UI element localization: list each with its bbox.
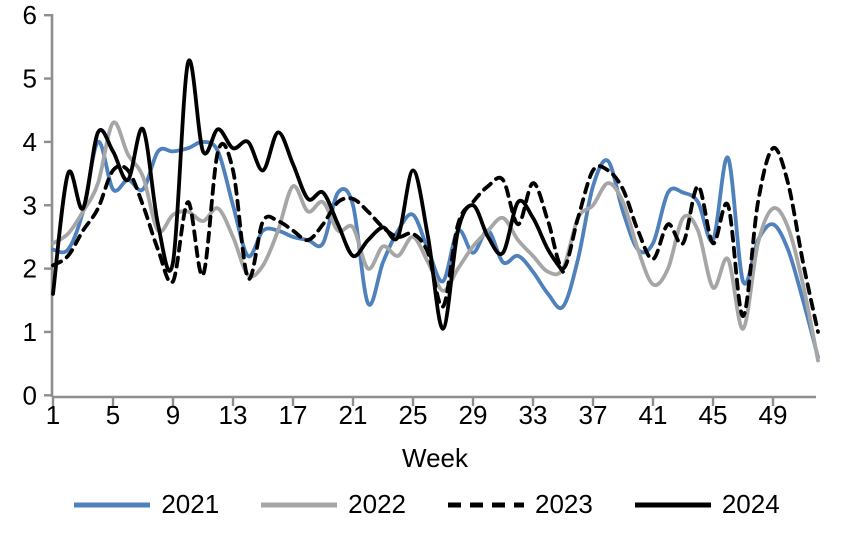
legend-item-2024: 2024 xyxy=(633,489,780,520)
x-tick-label: 21 xyxy=(339,400,368,430)
series-line-2024 xyxy=(51,58,565,331)
y-tick-label: 2 xyxy=(23,254,37,284)
legend-sample-2023 xyxy=(448,502,524,507)
y-axis-ticks: 0 1 2 3 4 5 6 xyxy=(23,0,52,410)
legend-item-2022: 2022 xyxy=(259,489,406,520)
legend-sample-2022 xyxy=(261,502,338,507)
x-tick-label: 49 xyxy=(759,400,788,430)
series-line-2022 xyxy=(51,120,820,363)
legend-label-2021: 2021 xyxy=(161,489,220,519)
x-tick-label: 45 xyxy=(699,400,728,430)
legend-label-2023: 2023 xyxy=(535,489,593,519)
legend-sample-2021 xyxy=(74,502,151,507)
legend: 2021 2022 2023 2024 xyxy=(0,489,852,520)
legend-label-2022: 2022 xyxy=(348,489,406,519)
x-tick-label: 5 xyxy=(106,400,120,430)
series-line-2023 xyxy=(51,142,820,334)
x-tick-label: 1 xyxy=(46,400,60,430)
y-tick-label: 0 xyxy=(23,380,37,410)
y-tick-label: 6 xyxy=(23,0,37,30)
x-tick-label: 29 xyxy=(459,400,488,430)
x-axis-title: Week xyxy=(402,443,469,473)
x-tick-label: 9 xyxy=(166,400,180,430)
legend-item-2021: 2021 xyxy=(72,489,219,520)
legend-item-2023: 2023 xyxy=(446,489,593,520)
legend-sample-2024 xyxy=(634,502,711,507)
x-tick-label: 17 xyxy=(279,400,308,430)
series-lines xyxy=(51,58,820,363)
y-tick-label: 4 xyxy=(23,127,37,157)
legend-label-2024: 2024 xyxy=(721,489,780,519)
x-tick-label: 33 xyxy=(519,400,548,430)
x-axis-ticks: 1 5 9 13 17 21 25 29 33 37 41 45 49 xyxy=(46,397,788,430)
y-tick-label: 1 xyxy=(23,317,37,347)
y-tick-label: 3 xyxy=(23,190,37,220)
x-tick-label: 41 xyxy=(639,400,668,430)
y-tick-label: 5 xyxy=(23,64,37,94)
x-tick-label: 37 xyxy=(579,400,608,430)
x-tick-label: 13 xyxy=(219,400,248,430)
x-tick-label: 25 xyxy=(399,400,428,430)
axes xyxy=(50,14,816,399)
